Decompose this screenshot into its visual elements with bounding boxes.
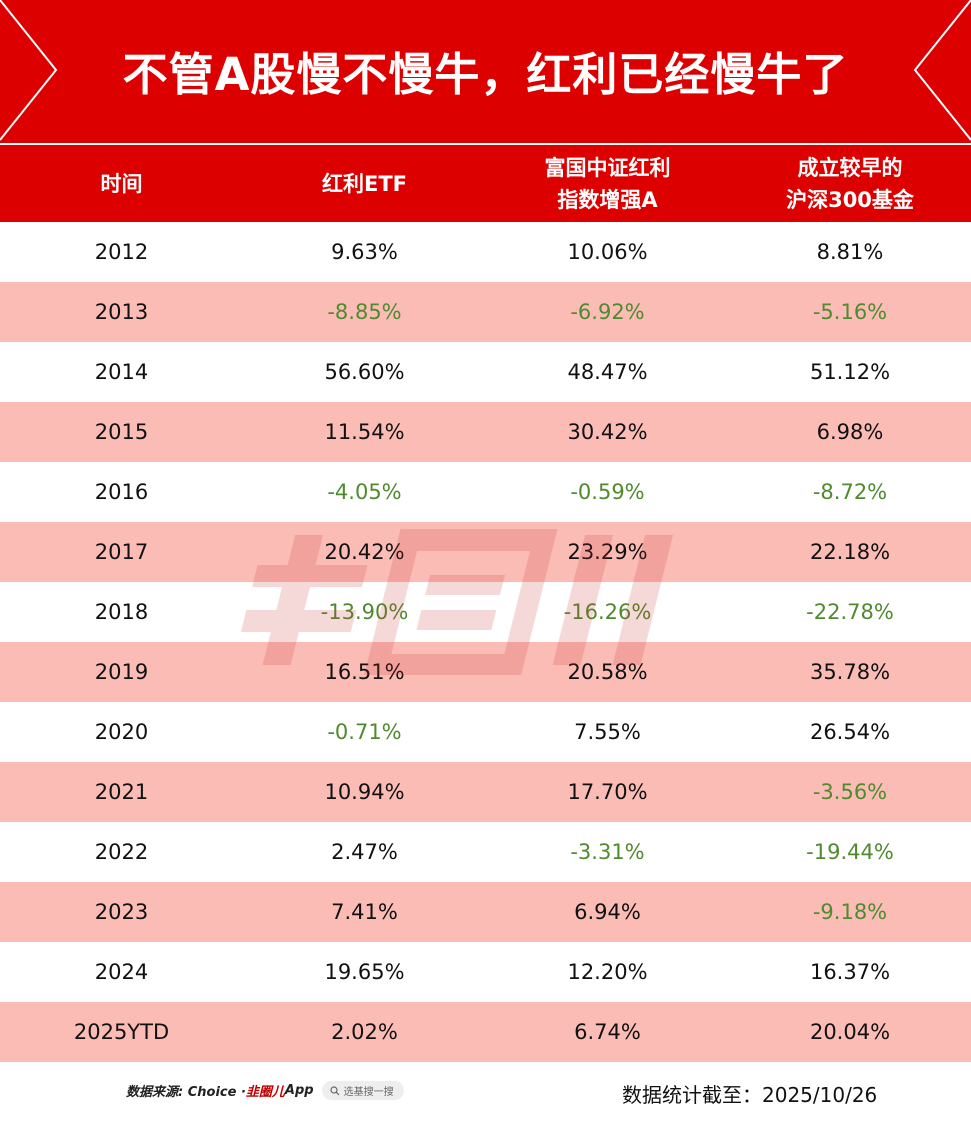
etf-return-cell: 7.41% [331, 900, 398, 924]
header-dividend-etf: 红利ETF [243, 145, 486, 222]
fuguo-return-cell: -6.92% [570, 300, 645, 324]
year-cell: 2025YTD [73, 1020, 170, 1044]
fuguo-return-cell: 30.42% [567, 420, 648, 444]
csi300-return-cell: -9.18% [812, 900, 888, 924]
stat-date: 数据统计截至：2025/10/26 [622, 1083, 878, 1107]
table-row: 2017 20.42% 23.29% 22.18% [0, 522, 971, 582]
header-dividend-etf-label: 红利ETF [321, 171, 407, 196]
etf-return-cell: -8.85% [327, 300, 402, 324]
year-cell: 2012 [94, 240, 149, 264]
year-cell: 2020 [94, 720, 149, 744]
table-row: 2023 7.41% 6.94% -9.18% [0, 882, 971, 942]
app-logo: 韭圈儿 [245, 1085, 285, 1100]
year-cell: 2022 [94, 840, 149, 864]
table-row: 2018 -13.90% -16.26% -22.78% [0, 582, 971, 642]
table-row: 2015 11.54% 30.42% 6.98% [0, 402, 971, 462]
csi300-return-cell: 20.04% [809, 1020, 891, 1044]
table-row: 2021 10.94% 17.70% -3.56% [0, 762, 971, 822]
etf-return-cell: -4.05% [327, 480, 402, 504]
fuguo-return-cell: 20.58% [567, 660, 648, 684]
etf-return-cell: 2.47% [331, 840, 398, 864]
table-row: 2024 19.65% 12.20% 16.37% [0, 942, 971, 1002]
year-cell: 2015 [94, 420, 149, 444]
table-row: 2020 -0.71% 7.55% 26.54% [0, 702, 971, 762]
etf-return-cell: 56.60% [324, 360, 405, 384]
header-csi300-line1: 成立较早的 [797, 155, 903, 180]
csi300-return-cell: -22.78% [806, 600, 894, 624]
search-pill[interactable]: 选基搜一搜 [321, 1081, 404, 1100]
csi300-return-cell: 51.12% [809, 360, 891, 384]
fuguo-return-cell: -0.59% [570, 480, 645, 504]
search-placeholder: 选基搜一搜 [343, 1087, 394, 1098]
year-cell: 2016 [94, 480, 149, 504]
footer: 数据来源: Choice · 韭圈儿 App 选基搜一搜 数据统计截至：2025… [0, 1062, 971, 1121]
etf-return-cell: -0.71% [327, 720, 402, 744]
etf-return-cell: -13.90% [320, 600, 409, 624]
csi300-return-cell: 35.78% [809, 660, 891, 684]
etf-return-cell: 10.94% [324, 780, 405, 804]
etf-return-cell: 16.51% [324, 660, 405, 684]
csi300-return-cell: 26.54% [809, 720, 891, 744]
csi300-return-cell: -8.72% [812, 480, 888, 504]
fuguo-return-cell: 6.74% [574, 1020, 641, 1044]
page-title: 不管A股慢不慢牛，红利已经慢牛了 [122, 48, 849, 101]
data-source-label: 数据来源: Choice · [126, 1085, 246, 1100]
etf-return-cell: 9.63% [331, 240, 398, 264]
year-cell: 2013 [94, 300, 149, 324]
csi300-return-cell: 16.37% [809, 960, 891, 984]
table-row: 2022 2.47% -3.31% -19.44% [0, 822, 971, 882]
fuguo-return-cell: 6.94% [574, 900, 641, 924]
csi300-return-cell: 8.81% [816, 240, 884, 264]
etf-return-cell: 11.54% [324, 420, 405, 444]
csi300-return-cell: 22.18% [809, 540, 891, 564]
data-source: 数据来源: Choice · 韭圈儿 App 选基搜一搜 [126, 1081, 404, 1100]
csi300-return-cell: -3.56% [812, 780, 888, 804]
etf-return-cell: 20.42% [324, 540, 405, 564]
table-row: 2025YTD 2.02% 6.74% 20.04% [0, 1002, 971, 1062]
year-cell: 2018 [94, 600, 149, 624]
fuguo-return-cell: 23.29% [567, 540, 648, 564]
banner-chevron-decoration [0, 0, 971, 141]
etf-return-cell: 19.65% [324, 960, 405, 984]
csi300-return-cell: -5.16% [812, 300, 888, 324]
fuguo-return-cell: 17.70% [567, 780, 648, 804]
year-cell: 2017 [94, 540, 149, 564]
header-time: 时间 [0, 145, 243, 222]
header-fuguo-line2: 指数增强A [557, 187, 658, 212]
etf-return-cell: 2.02% [331, 1020, 398, 1044]
csi300-return-cell: 6.98% [816, 420, 884, 444]
fuguo-return-cell: 10.06% [567, 240, 648, 264]
table-row: 2016 -4.05% -0.59% -8.72% [0, 462, 971, 522]
header-fuguo-line1: 富国中证红利 [544, 155, 671, 180]
app-logo-suffix: App [284, 1083, 314, 1098]
year-cell: 2024 [94, 960, 149, 984]
header-fuguo-fund: 富国中证红利 指数增强A [486, 145, 729, 222]
fuguo-return-cell: 7.55% [574, 720, 641, 744]
fuguo-return-cell: 12.20% [567, 960, 648, 984]
csi300-return-cell: -19.44% [806, 840, 894, 864]
year-cell: 2019 [94, 660, 149, 684]
header-csi300-line2: 沪深300基金 [786, 187, 914, 212]
fuguo-return-cell: -3.31% [570, 840, 645, 864]
table-row: 2019 16.51% 20.58% 35.78% [0, 642, 971, 702]
year-cell: 2014 [94, 360, 149, 384]
table-header: 时间 红利ETF 富国中证红利 指数增强A 成立较早的 沪深300基金 [0, 143, 971, 222]
fuguo-return-cell: 48.47% [567, 360, 648, 384]
year-cell: 2023 [94, 900, 149, 924]
header-csi300-fund: 成立较早的 沪深300基金 [729, 145, 971, 222]
returns-table: 2012 9.63% 10.06% 8.81% 2013 -8.85% -6.9… [0, 222, 971, 1062]
search-icon [330, 1085, 340, 1095]
title-banner: 不管A股慢不慢牛，红利已经慢牛了 [0, 0, 971, 143]
header-time-label: 时间 [100, 171, 143, 196]
table-row: 2012 9.63% 10.06% 8.81% [0, 222, 971, 282]
table-row: 2014 56.60% 48.47% 51.12% [0, 342, 971, 402]
year-cell: 2021 [94, 780, 149, 804]
fuguo-return-cell: -16.26% [563, 600, 652, 624]
table-row: 2013 -8.85% -6.92% -5.16% [0, 282, 971, 342]
